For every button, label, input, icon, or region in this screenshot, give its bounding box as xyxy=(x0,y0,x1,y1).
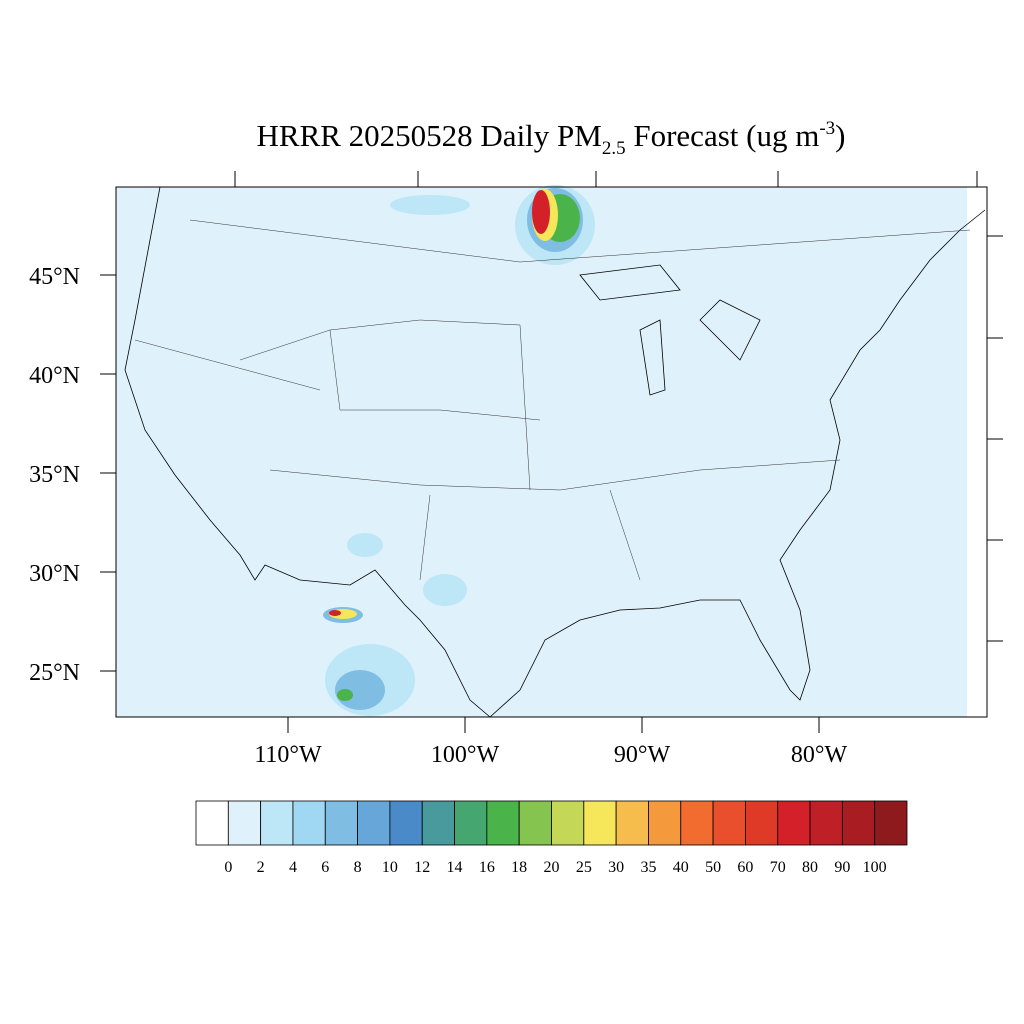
lat-tick-label: 35°N xyxy=(29,462,80,488)
colorbar-label: 2 xyxy=(257,859,265,876)
colorbar-box xyxy=(745,800,779,846)
colorbar-box xyxy=(777,800,811,846)
colorbar-label: 10 xyxy=(382,859,398,876)
colorbar-label: 14 xyxy=(447,859,463,876)
colorbar-box xyxy=(551,800,585,846)
colorbar-box xyxy=(809,800,843,846)
title-main: HRRR 20250528 Daily PM xyxy=(257,118,602,153)
title-end: ) xyxy=(835,118,845,153)
colorbar-box xyxy=(292,800,326,846)
colorbar-label: 50 xyxy=(705,859,721,876)
colorbar-box xyxy=(324,800,358,846)
colorbar-label: 30 xyxy=(608,859,624,876)
colorbar-label: 20 xyxy=(544,859,560,876)
colorbar-label: 16 xyxy=(479,859,495,876)
colorbar-box xyxy=(195,800,229,846)
map-field xyxy=(116,187,967,717)
lake xyxy=(579,264,761,396)
colorbar-box xyxy=(680,800,714,846)
colorbar-label: 0 xyxy=(224,859,232,876)
title-superscript: -3 xyxy=(819,118,835,139)
lat-tick-label: 25°N xyxy=(29,660,80,686)
lon-tick-label: 80°W xyxy=(791,742,848,768)
colorbar-label: 80 xyxy=(802,859,818,876)
title: HRRR 20250528 Daily PM2.5 Forecast (ug m… xyxy=(257,118,846,159)
colorbar-label: 6 xyxy=(321,859,329,876)
colorbar-label: 12 xyxy=(414,859,430,876)
state-border xyxy=(134,219,971,581)
colorbar-label: 35 xyxy=(640,859,656,876)
title-rest: Forecast (ug m xyxy=(626,118,820,153)
colorbar-label: 100 xyxy=(863,859,887,876)
lon-tick-label: 100°W xyxy=(431,742,500,768)
colorbar-label: 60 xyxy=(737,859,753,876)
plume xyxy=(337,689,353,701)
coastline xyxy=(124,186,491,718)
colorbar-label: 8 xyxy=(354,859,362,876)
map-frame xyxy=(115,186,988,718)
colorbar-label: 18 xyxy=(511,859,527,876)
colorbar-label: 40 xyxy=(673,859,689,876)
plume xyxy=(329,610,341,616)
colorbar: 0 2 4 6 8 10 12 14 16 18 20 25 30 35 40 50 60 70 80 90 100 xyxy=(195,800,908,876)
lat-tick-label: 40°N xyxy=(29,363,80,389)
colorbar-label: 70 xyxy=(770,859,786,876)
colorbar-label: 4 xyxy=(289,859,297,876)
colorbar-label: 90 xyxy=(834,859,850,876)
lon-tick-label: 90°W xyxy=(614,742,671,768)
colorbar-box xyxy=(421,800,455,846)
coastline xyxy=(489,209,986,718)
colorbar-box xyxy=(648,800,682,846)
colorbar-box xyxy=(260,800,294,846)
colorbar-box xyxy=(841,800,876,846)
lon-tick-label: 110°W xyxy=(254,742,322,768)
lat-tick-label: 45°N xyxy=(29,264,80,290)
plume xyxy=(347,533,383,557)
colorbar-box xyxy=(518,800,552,846)
colorbar-box xyxy=(583,800,617,846)
plume xyxy=(390,195,470,215)
colorbar-box xyxy=(874,800,908,846)
map xyxy=(115,171,1003,718)
colorbar-box xyxy=(454,800,488,846)
plume xyxy=(532,190,550,234)
lat-tick-label: 30°N xyxy=(29,561,80,587)
colorbar-label: 25 xyxy=(576,859,592,876)
plume xyxy=(423,574,467,606)
colorbar-box xyxy=(712,800,746,846)
colorbar-box xyxy=(357,800,391,846)
colorbar-box xyxy=(615,800,649,846)
graticule-tick xyxy=(234,171,1003,642)
colorbar-box xyxy=(389,800,423,846)
title-subscript: 2.5 xyxy=(602,138,626,159)
colorbar-box xyxy=(227,800,262,846)
map-ticks: 45°N 40°N 35°N 30°N 25°N 110°W 100°W 90°W 80°W xyxy=(29,264,847,768)
colorbar-box xyxy=(486,800,520,846)
